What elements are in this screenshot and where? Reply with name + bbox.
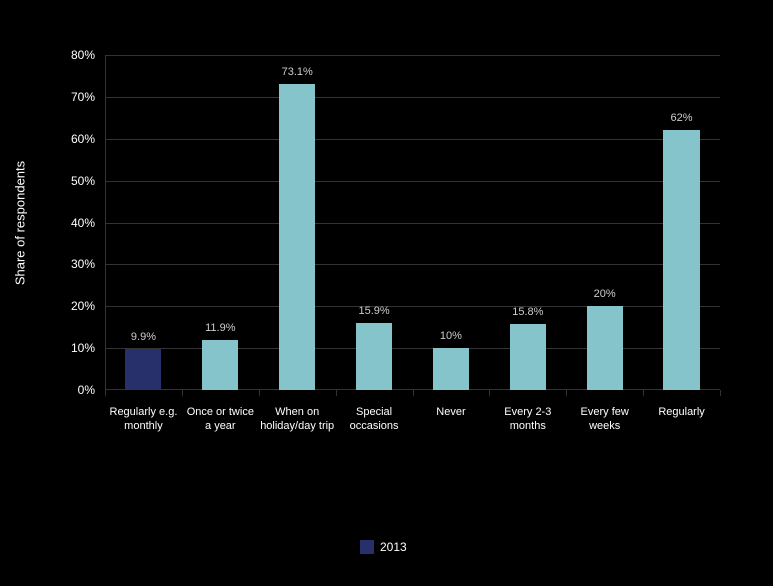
bar bbox=[510, 324, 546, 390]
bar-value-label: 15.9% bbox=[358, 305, 389, 317]
legend: 2013 bbox=[360, 540, 407, 554]
y-axis-title: Share of respondents bbox=[13, 160, 28, 284]
x-tick-label: Regularly bbox=[637, 405, 727, 419]
bar bbox=[587, 306, 623, 390]
legend-label: 2013 bbox=[380, 540, 407, 554]
bar bbox=[433, 348, 469, 390]
bar-value-label: 9.9% bbox=[131, 331, 156, 343]
bar-value-label: 62% bbox=[671, 112, 693, 124]
y-tick-label: 40% bbox=[71, 216, 105, 230]
legend-swatch bbox=[360, 540, 374, 554]
bar bbox=[202, 340, 238, 390]
y-tick-label: 10% bbox=[71, 341, 105, 355]
y-tick-label: 80% bbox=[71, 48, 105, 62]
bar-value-label: 11.9% bbox=[205, 322, 235, 334]
y-tick-label: 0% bbox=[78, 383, 105, 397]
bar bbox=[279, 84, 315, 390]
y-tick-label: 50% bbox=[71, 174, 105, 188]
y-tick-label: 30% bbox=[71, 257, 105, 271]
bar bbox=[125, 349, 161, 390]
bar bbox=[663, 130, 699, 390]
y-tick-label: 20% bbox=[71, 299, 105, 313]
bar bbox=[356, 323, 392, 390]
bar-value-label: 20% bbox=[594, 288, 616, 300]
y-tick-label: 70% bbox=[71, 90, 105, 104]
bar-value-label: 15.8% bbox=[512, 306, 543, 318]
plot-area: 0%10%20%30%40%50%60%70%80%9.9%Regularly … bbox=[105, 55, 720, 390]
bar-value-label: 10% bbox=[440, 330, 462, 342]
y-tick-label: 60% bbox=[71, 132, 105, 146]
bar-value-label: 73.1% bbox=[282, 66, 313, 78]
bar-chart: 0%10%20%30%40%50%60%70%80%9.9%Regularly … bbox=[0, 0, 773, 586]
